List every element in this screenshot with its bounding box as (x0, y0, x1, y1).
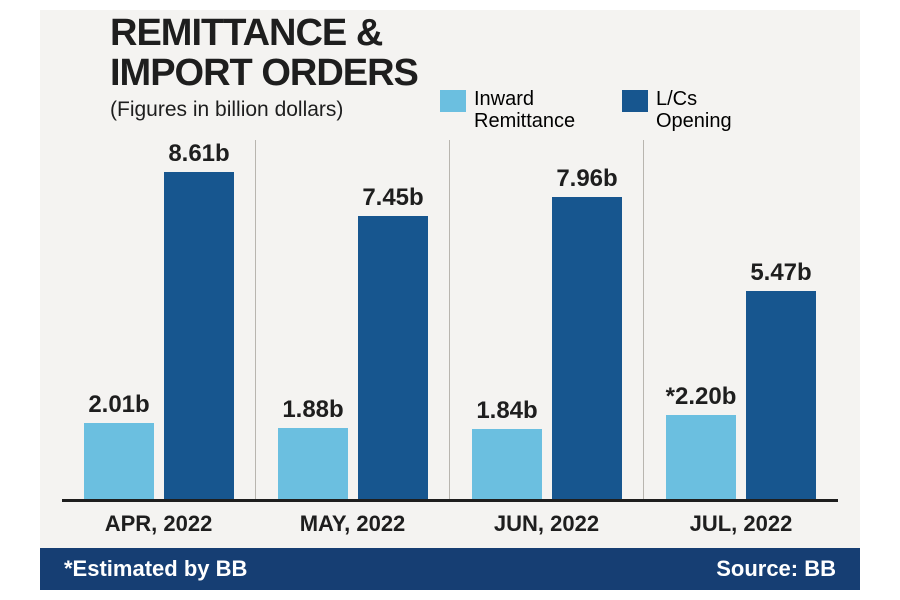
bar-value-label: *2.20b (651, 383, 751, 411)
legend-label-lcs: L/CsOpening (656, 88, 732, 132)
x-axis-label: APR, 2022 (62, 511, 255, 537)
bar-remittance: 2.01b (84, 423, 154, 499)
bar-group: 1.84b7.96bJUN, 2022 (450, 140, 644, 499)
bar-value-label: 7.96b (537, 165, 637, 193)
bar-value-label: 2.01b (69, 391, 169, 419)
bar-lcs: 7.45b (358, 216, 428, 499)
bar-remittance: *2.20b (666, 415, 736, 499)
bar-lcs: 5.47b (746, 291, 816, 499)
chart-canvas: REMITTANCE & IMPORT ORDERS (Figures in b… (40, 10, 860, 590)
bar-group: 2.01b8.61bAPR, 2022 (62, 140, 256, 499)
legend-item-lcs: L/CsOpening (622, 88, 732, 132)
chart-footer: *Estimated by BB Source: BB (40, 548, 860, 590)
title-line2: IMPORT ORDERS (110, 54, 418, 94)
bar-lcs: 8.61b (164, 172, 234, 499)
x-axis-label: JUN, 2022 (450, 511, 643, 537)
legend-swatch-lcs (622, 90, 648, 112)
bar-value-label: 5.47b (731, 259, 831, 287)
bar-group: *2.20b5.47bJUL, 2022 (644, 140, 838, 499)
legend-item-remittance: InwardRemittance (440, 88, 575, 132)
bar-value-label: 1.84b (457, 397, 557, 425)
chart-subtitle: (Figures in billion dollars) (110, 98, 343, 122)
chart-title: REMITTANCE & IMPORT ORDERS (110, 14, 418, 94)
bar-value-label: 1.88b (263, 396, 363, 424)
legend-label-remittance: InwardRemittance (474, 88, 575, 132)
bar-value-label: 7.45b (343, 184, 443, 212)
legend-swatch-remittance (440, 90, 466, 112)
x-axis-label: JUL, 2022 (644, 511, 838, 537)
x-axis-label: MAY, 2022 (256, 511, 449, 537)
bar-remittance: 1.84b (472, 429, 542, 499)
source-text: Source: BB (716, 556, 836, 582)
footnote-text: *Estimated by BB (64, 556, 247, 582)
bar-remittance: 1.88b (278, 428, 348, 499)
bar-value-label: 8.61b (149, 140, 249, 168)
bar-group: 1.88b7.45bMAY, 2022 (256, 140, 450, 499)
title-line1: REMITTANCE & (110, 14, 418, 54)
bar-lcs: 7.96b (552, 197, 622, 499)
chart-plot-area: 2.01b8.61bAPR, 20221.88b7.45bMAY, 20221.… (62, 140, 838, 502)
